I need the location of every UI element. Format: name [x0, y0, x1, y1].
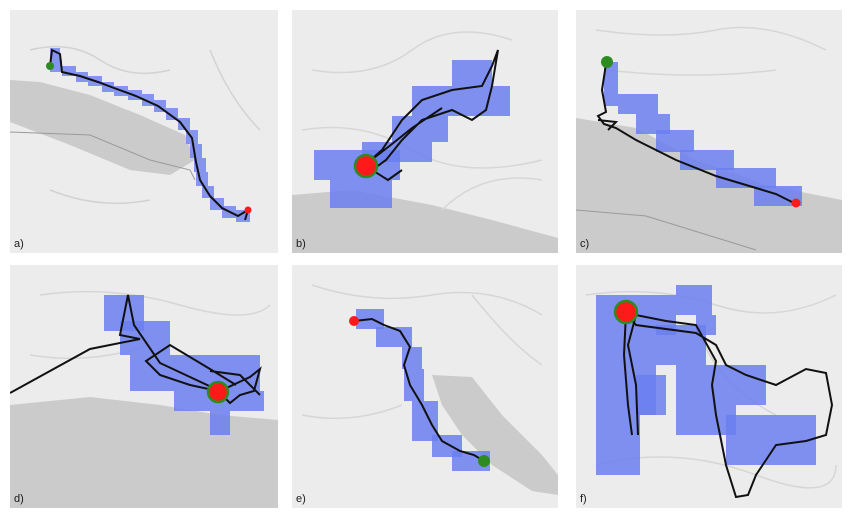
lake [10, 80, 195, 175]
end-marker [244, 206, 252, 214]
start-end-marker [206, 380, 230, 404]
roads [301, 284, 543, 420]
grid-cells [596, 285, 816, 475]
panel-label: c) [580, 238, 590, 250]
start-marker [46, 62, 54, 70]
border-line [576, 209, 757, 251]
end-marker [791, 198, 801, 208]
roads [595, 26, 827, 76]
map-e-canvas [292, 265, 558, 508]
map-c-canvas [576, 10, 842, 253]
map-panel-f: f) [576, 265, 842, 508]
map-panel-c: c) [576, 10, 842, 253]
trajectory [353, 317, 485, 462]
panel-label: e) [296, 493, 306, 505]
lake [432, 375, 558, 495]
start-marker [601, 56, 613, 68]
trajectory [622, 312, 834, 499]
map-d-canvas [10, 265, 278, 508]
grid-cells [314, 60, 510, 208]
end-marker [349, 316, 359, 326]
map-panel-a: a) [10, 10, 278, 253]
roads [29, 45, 261, 205]
map-panel-e: e) [292, 265, 558, 508]
panel-label: b) [296, 238, 306, 250]
panel-label: f) [580, 493, 587, 505]
map-b-canvas [292, 10, 558, 253]
map-a-canvas [10, 10, 278, 253]
map-panel-b: b) [292, 10, 558, 253]
panel-label: a) [14, 238, 24, 250]
lake [576, 118, 842, 253]
start-marker [478, 455, 490, 467]
border-line [10, 131, 196, 181]
start-end-marker [353, 153, 379, 179]
grid-cells [104, 295, 264, 435]
panel-label: d) [14, 493, 24, 505]
trajectory [10, 294, 262, 405]
map-panel-d: d) [10, 265, 278, 508]
start-end-marker [613, 299, 639, 325]
trajectory [365, 49, 499, 182]
map-f-canvas [576, 265, 842, 508]
trajectory [596, 63, 797, 205]
trajectory [49, 48, 250, 221]
